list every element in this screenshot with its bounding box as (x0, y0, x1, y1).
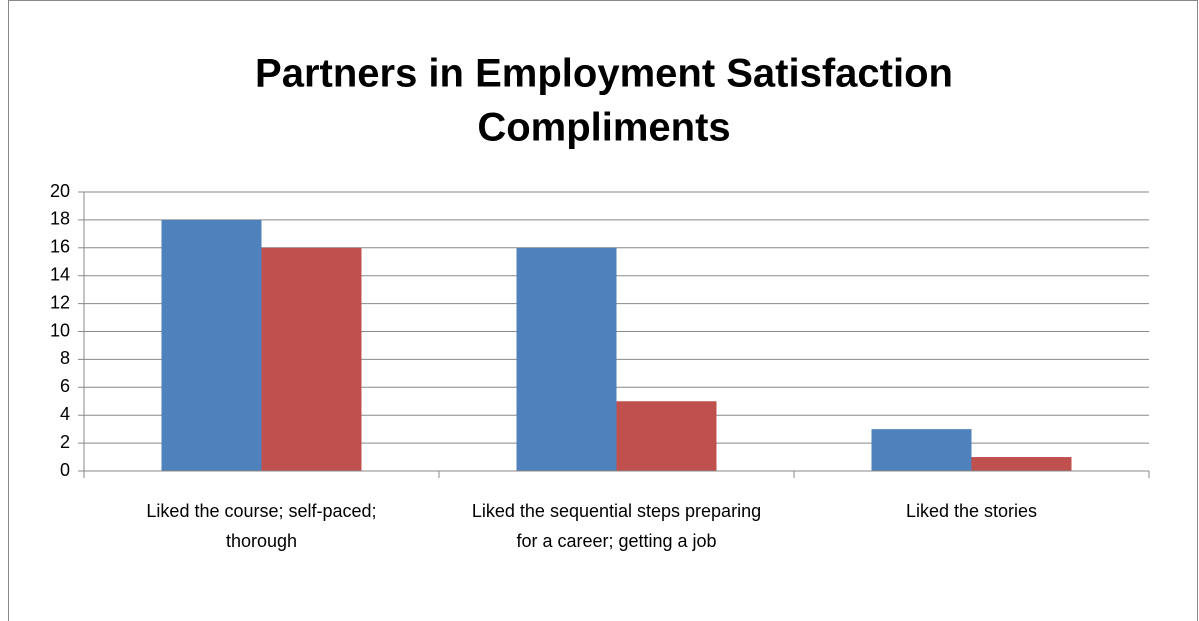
chart-title: Partners in Employment Satisfaction (255, 52, 953, 96)
y-tick-label: 12 (50, 292, 70, 312)
bar (161, 219, 262, 471)
bar (871, 429, 972, 471)
bar (516, 247, 617, 471)
x-tick-label: Liked the stories (906, 501, 1037, 521)
y-tick-label: 20 (50, 181, 70, 201)
y-tick-label: 10 (50, 320, 70, 340)
y-tick-label: 4 (60, 404, 70, 424)
y-tick-label: 14 (50, 264, 70, 284)
y-tick-label: 16 (50, 237, 70, 257)
y-tick-label: 8 (60, 348, 70, 368)
y-tick-label: 2 (60, 432, 70, 452)
bar (971, 457, 1072, 471)
y-tick-label: 18 (50, 209, 70, 229)
bar (261, 247, 362, 471)
x-tick-label: Liked the course; self-paced; thorough (146, 501, 376, 551)
bar (616, 401, 717, 471)
chart-title: Compliments (477, 106, 730, 150)
x-tick-label: Liked the sequential steps preparing for … (472, 501, 761, 551)
y-tick-label: 6 (60, 376, 70, 396)
y-tick-label: 0 (60, 460, 70, 480)
